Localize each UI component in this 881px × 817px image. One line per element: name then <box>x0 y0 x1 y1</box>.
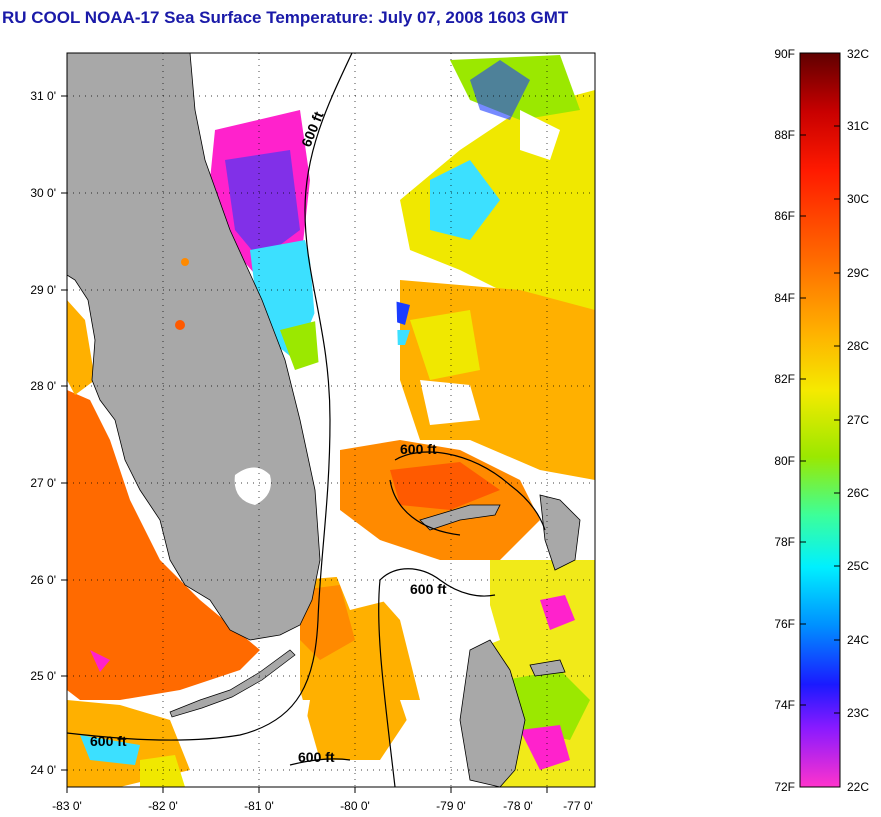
lon-tick-label: -80 0' <box>340 799 370 813</box>
lat-tick-label: 30 0' <box>30 186 56 200</box>
inland-lake <box>175 320 185 330</box>
sst-patches <box>67 55 595 787</box>
lon-tick-label: -81 0' <box>244 799 274 813</box>
colorbar-f-label: 74F <box>774 698 795 712</box>
inland-lake <box>181 258 189 266</box>
lat-tick-label: 31 0' <box>30 89 56 103</box>
lat-tick-label: 28 0' <box>30 379 56 393</box>
contour-label: 600 ft <box>400 441 437 457</box>
lake-okeechobee <box>234 467 271 505</box>
lon-tick-label: -83 0' <box>52 799 82 813</box>
colorbar-f-label: 86F <box>774 209 795 223</box>
lat-tick-label: 27 0' <box>30 476 56 490</box>
new-providence <box>529 659 566 677</box>
colorbar-c-label: 30C <box>847 192 869 206</box>
page-title: RU COOL NOAA-17 Sea Surface Temperature:… <box>2 8 569 27</box>
axis-ticks <box>61 95 548 793</box>
colorbar-f-label: 78F <box>774 535 795 549</box>
colorbar-gradient <box>799 52 841 788</box>
longitude-labels: -83 0' -82 0' -81 0' -80 0' -79 0' -78 0… <box>52 799 593 813</box>
colorbar-c-label: 23C <box>847 706 869 720</box>
colorbar-c-label: 22C <box>847 780 869 794</box>
lon-tick-label: -78 0' <box>503 799 533 813</box>
lon-tick-label: -82 0' <box>148 799 178 813</box>
depth-contours <box>67 53 546 787</box>
abaco-island <box>539 494 581 571</box>
colorbar-c-label: 27C <box>847 413 869 427</box>
lon-tick-label: -77 0' <box>563 799 593 813</box>
colorbar-f-label: 76F <box>774 617 795 631</box>
latitude-labels: 31 0' 30 0' 29 0' 28 0' 27 0' 26 0' 25 0… <box>30 89 56 777</box>
colorbar-c-label: 28C <box>847 339 869 353</box>
colorbar-f-label: 82F <box>774 372 795 386</box>
colorbar-f-label: 84F <box>774 291 795 305</box>
lat-tick-label: 24 0' <box>30 763 56 777</box>
grand-bahama <box>419 504 501 531</box>
colorbar-f-label: 72F <box>774 780 795 794</box>
colorbar-f-label: 90F <box>774 47 795 61</box>
colorbar-c-label: 32C <box>847 47 869 61</box>
contour-label: 600 ft <box>410 581 447 597</box>
contour-label: 600 ft <box>298 749 335 765</box>
colorbar-f-label: 80F <box>774 454 795 468</box>
map-frame <box>66 52 596 788</box>
lat-tick-label: 29 0' <box>30 283 56 297</box>
florida-keys <box>169 649 296 718</box>
colorbar-c-label: 31C <box>847 119 869 133</box>
lat-tick-label: 25 0' <box>30 669 56 683</box>
colorbar-c-label: 25C <box>847 559 869 573</box>
colorbar-ticks <box>800 125 840 714</box>
temperature-colorbar: 90F 88F 86F 84F 82F 80F 78F 76F 74F 72F … <box>774 47 869 794</box>
graticule <box>67 53 595 787</box>
colorbar-c-label: 24C <box>847 633 869 647</box>
colorbar-c-label: 26C <box>847 486 869 500</box>
colorbar-c-label: 29C <box>847 266 869 280</box>
contour-label: 600 ft <box>90 733 127 749</box>
cloud-gaps <box>230 110 560 760</box>
lon-tick-label: -79 0' <box>436 799 466 813</box>
colorbar-f-label: 88F <box>774 128 795 142</box>
andros-island <box>459 639 526 787</box>
lat-tick-label: 26 0' <box>30 573 56 587</box>
